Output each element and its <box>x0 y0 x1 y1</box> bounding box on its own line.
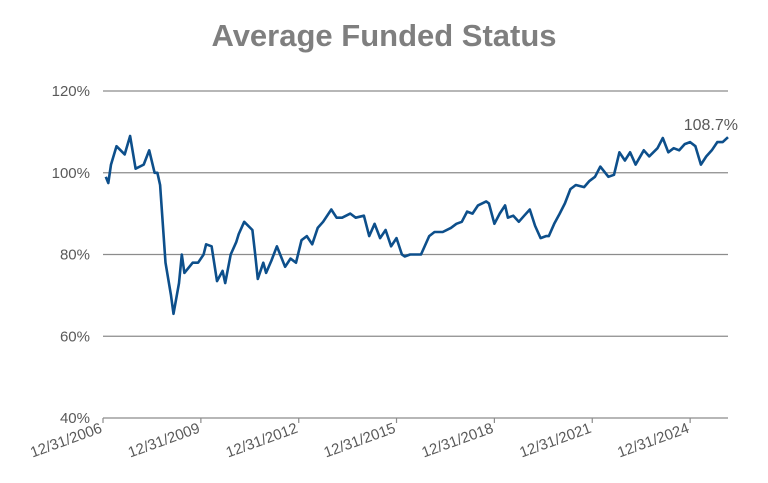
y-tick-label: 80% <box>60 247 90 264</box>
chart-title: Average Funded Status <box>211 18 556 53</box>
x-tick-label: 12/31/2012 <box>224 420 300 462</box>
data-line <box>104 134 729 316</box>
annotation: 108.7% <box>684 117 738 134</box>
x-tick-label: 12/31/2018 <box>419 420 495 462</box>
y-tick-label: 60% <box>60 328 90 345</box>
y-tick-label: 120% <box>52 83 90 100</box>
y-tick-label: 40% <box>60 410 90 427</box>
x-tick-label: 12/31/2009 <box>126 420 202 462</box>
y-tick-label: 100% <box>52 165 90 182</box>
x-tick-label: 12/31/2015 <box>322 420 398 462</box>
x-tick-label: 12/31/2024 <box>615 420 691 462</box>
x-tick-label: 12/31/2021 <box>517 420 593 462</box>
